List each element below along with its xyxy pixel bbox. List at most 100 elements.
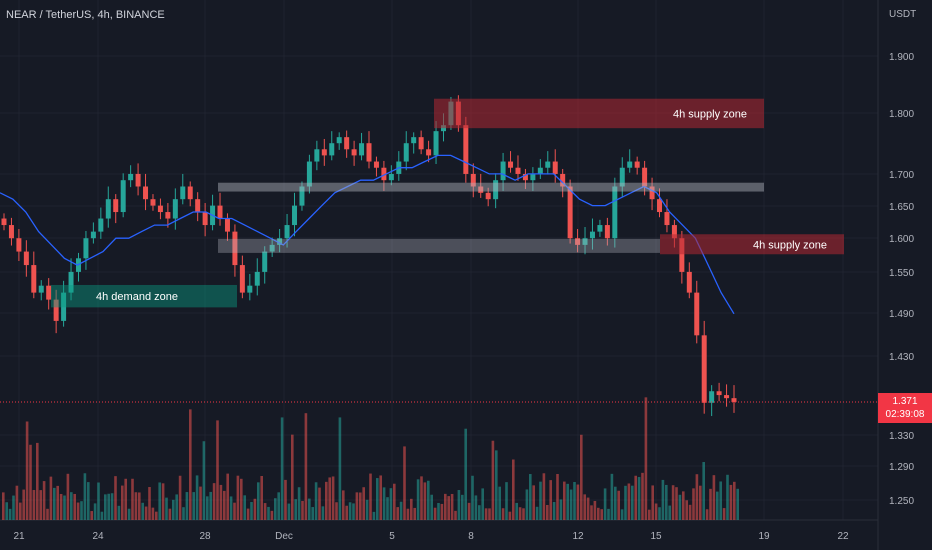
volume-bar (508, 511, 512, 520)
volume-bar (590, 505, 593, 520)
candle-body (478, 186, 484, 193)
candle-body (46, 285, 52, 300)
candle-body (53, 299, 59, 321)
volume-bar (80, 501, 83, 520)
bar-countdown: 02:39:08 (885, 409, 925, 420)
candle-body (381, 167, 387, 181)
volume-bar (192, 492, 195, 520)
volume-bar (430, 494, 433, 520)
volume-bar (178, 475, 182, 520)
volume-bar (335, 502, 338, 520)
volume-bar (63, 495, 66, 520)
volume-bar (695, 474, 699, 520)
volume-bar (389, 488, 393, 520)
candle-body (321, 149, 327, 156)
candle-body (701, 335, 707, 403)
volume-bar (576, 484, 580, 520)
volume-bar (427, 480, 430, 520)
volume-bar (491, 440, 495, 520)
candle-body (493, 180, 499, 200)
volume-bar (474, 495, 478, 520)
volume-bar (722, 508, 726, 520)
volume-bar (624, 485, 627, 520)
volume-bar (328, 477, 331, 520)
volume-bar (559, 499, 563, 520)
y-tick-label: 1.700 (889, 170, 914, 181)
volume-bar (593, 500, 597, 520)
candle-body (135, 173, 141, 187)
volume-bar (573, 481, 576, 520)
candle-body (575, 238, 581, 245)
volume-bar (107, 493, 110, 520)
candle-body (403, 143, 409, 162)
zone-supply (434, 98, 764, 129)
volume-bar (682, 491, 685, 520)
candle-body (515, 167, 521, 174)
volume-bar (505, 482, 508, 520)
volume-bar (314, 482, 318, 520)
volume-bar (518, 507, 522, 520)
candle-body (143, 186, 149, 200)
y-tick-label: 1.330 (889, 431, 914, 442)
candle-body (150, 199, 156, 206)
candle-body (560, 173, 566, 187)
volume-bar (155, 511, 158, 520)
volume-bar (668, 505, 671, 520)
volume-bar (131, 478, 134, 520)
volume-bar (144, 506, 148, 520)
candle-body (366, 143, 372, 162)
volume-bar (654, 503, 658, 520)
volume-bar (610, 473, 614, 520)
volume-bar (444, 493, 447, 520)
volume-bar (614, 486, 617, 520)
candle-body (649, 186, 655, 200)
volume-bar (484, 508, 488, 520)
volume-bar (338, 417, 342, 520)
volume-bar (83, 473, 87, 520)
volume-bar (566, 483, 569, 520)
candle-body (165, 212, 171, 219)
volume-bar (651, 485, 654, 520)
volume-bar (226, 473, 229, 520)
volume-bar (413, 507, 416, 520)
volume-bar (202, 441, 206, 520)
candle-body (619, 167, 625, 187)
x-tick-label: Dec (275, 531, 293, 542)
volume-bar (117, 505, 121, 520)
candle-body (694, 292, 700, 336)
volume-bar (692, 488, 695, 520)
last-price-value: 1.371 (892, 396, 918, 407)
candle-body (292, 205, 298, 226)
volume-bar (97, 482, 100, 520)
volume-bar (270, 510, 274, 520)
symbol-title[interactable]: NEAR / TetherUS, 4h, BINANCE (6, 9, 165, 21)
candle-body (485, 192, 491, 200)
candle-body (180, 186, 186, 200)
volume-bar (355, 492, 359, 520)
volume-bar (165, 497, 168, 520)
volume-bar (729, 484, 733, 520)
y-tick-label: 1.600 (889, 234, 914, 245)
volume-bar (719, 481, 722, 520)
volume-bar (658, 507, 661, 520)
candle-body (440, 125, 446, 132)
volume-bar (168, 508, 172, 520)
y-tick-label: 1.800 (889, 109, 914, 120)
volume-bar (66, 473, 70, 520)
volume-bar (104, 494, 107, 520)
candle-body (8, 225, 14, 239)
volume-bar (53, 487, 56, 520)
volume-bar (733, 481, 736, 520)
volume-bar (512, 459, 515, 520)
volume-bar (240, 478, 243, 520)
volume-bar (699, 485, 702, 520)
volume-bar (246, 508, 250, 520)
candle-body (589, 231, 595, 239)
candle-body (269, 244, 275, 252)
candle-body (418, 137, 424, 150)
volume-bar (12, 495, 15, 520)
candle-body (671, 225, 677, 239)
volume-bar (219, 484, 223, 520)
volume-bar (522, 508, 525, 520)
